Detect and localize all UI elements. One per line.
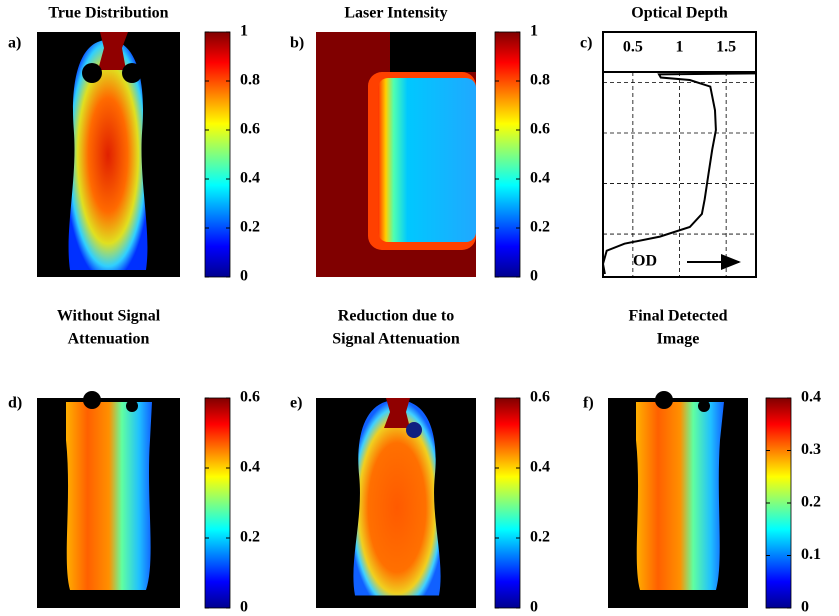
- colorbar-tick-label: 0.1: [801, 546, 821, 563]
- colorbar-tick-label: 0.8: [240, 72, 260, 89]
- panel-title: Optical Depth: [631, 5, 728, 22]
- colorbar-tick-label: 0: [530, 599, 538, 616]
- heatmap-image: [316, 32, 476, 277]
- panel-label: d): [8, 395, 22, 412]
- x-tick-label: 1: [676, 39, 684, 56]
- colorbar-tick-label: 0: [801, 599, 809, 616]
- panel-label: e): [290, 395, 302, 412]
- panel-label: b): [290, 35, 304, 52]
- colorbar-tick-label: 0.4: [530, 170, 550, 187]
- colorbar-tick-label: 0: [530, 268, 538, 285]
- od-curve: [601, 72, 757, 275]
- colorbar-tick-label: 0.2: [240, 529, 260, 546]
- panel-label: f): [583, 395, 594, 412]
- colorbar: [494, 31, 521, 278]
- colorbar-tick-label: 0: [240, 268, 248, 285]
- colorbar-tick-label: 0.8: [530, 72, 550, 89]
- colorbar-tick-label: 0.4: [240, 170, 260, 187]
- colorbar: [204, 31, 231, 278]
- heatmap-image: [37, 32, 180, 277]
- colorbar-tick-label: 0.6: [240, 389, 260, 406]
- colorbar-tick-label: 0.2: [240, 219, 260, 236]
- panel-label: c): [580, 35, 592, 52]
- colorbar: [494, 397, 521, 609]
- colorbar-tick-label: 0.4: [530, 459, 550, 476]
- heatmap-image: [316, 398, 476, 608]
- heatmap-image: [37, 391, 180, 608]
- colorbar-tick-label: 0.6: [240, 121, 260, 138]
- panel-title: Without Signal: [57, 308, 161, 325]
- colorbar-tick-label: 0.4: [240, 459, 260, 476]
- panel-title: Final Detected: [628, 308, 727, 325]
- x-tick-label: 1.5: [716, 39, 736, 56]
- colorbar-tick-label: 0: [240, 599, 248, 616]
- colorbar: [204, 397, 231, 609]
- colorbar-tick-label: 0.2: [530, 219, 550, 236]
- panel-title: Laser Intensity: [344, 5, 447, 22]
- colorbar-tick-label: 0.6: [530, 389, 550, 406]
- panel-title: True Distribution: [48, 5, 168, 22]
- colorbar-tick-label: 0.4: [801, 389, 821, 406]
- panel-title: Reduction due to: [338, 308, 454, 325]
- colorbar-tick-label: 0.2: [530, 529, 550, 546]
- colorbar-tick-label: 1: [240, 23, 248, 40]
- heatmap-image: [608, 391, 748, 608]
- panel-title: Image: [657, 331, 700, 348]
- colorbar-tick-label: 1: [530, 23, 538, 40]
- x-tick-label: 0.5: [623, 39, 643, 56]
- annotation: OD: [633, 253, 657, 270]
- colorbar-tick-label: 0.3: [801, 441, 821, 458]
- panel-title: Attenuation: [68, 331, 150, 348]
- panel-label: a): [8, 35, 21, 52]
- colorbar-tick-label: 0.2: [801, 494, 821, 511]
- colorbar-tick-label: 0.6: [530, 121, 550, 138]
- panel-title: Signal Attenuation: [332, 331, 460, 348]
